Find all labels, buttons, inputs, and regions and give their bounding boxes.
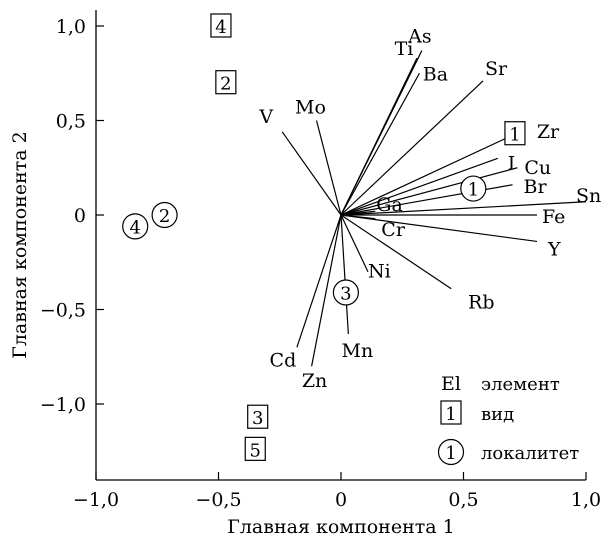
- vector-label-cd: Cd: [270, 349, 297, 371]
- vector-ni: [340, 214, 369, 272]
- legend-symbol-species: [440, 400, 462, 425]
- vector-label-ti: Ti: [395, 38, 414, 60]
- vector-label-sr: Sr: [485, 58, 508, 80]
- legend-symbol-species-text: 1: [445, 404, 456, 425]
- legend-symbol-locality-text: 1: [445, 443, 456, 464]
- vector-cd: [296, 214, 342, 348]
- vector-label-mo: Mo: [295, 97, 326, 119]
- locality-label: 3: [340, 283, 351, 304]
- axes: −1,0 −0,5 0 0,5 1,0 1,0 0,5 0 −0,5 −1,0: [40, 10, 601, 511]
- locality-label: 2: [159, 206, 170, 227]
- vector-label-mn: Mn: [341, 340, 373, 362]
- y-tick-label: −0,5: [40, 300, 86, 322]
- species-label: 1: [509, 125, 520, 146]
- locality-circle: [122, 213, 149, 240]
- species-box: [504, 121, 526, 146]
- locality-label: 1: [468, 180, 479, 201]
- vector-mo: [315, 120, 342, 216]
- vector-ti: [340, 57, 418, 216]
- vector-label-cu: Cu: [524, 157, 551, 179]
- vector-i: [340, 157, 499, 216]
- y-tick-label: 0: [74, 205, 86, 227]
- vector-ga: [340, 210, 376, 216]
- vector-sn: [340, 201, 587, 216]
- locality-label: 4: [129, 217, 140, 238]
- vector-label-ba: Ba: [423, 63, 448, 85]
- vector-zn: [311, 214, 342, 367]
- x-tick-label: 0,5: [448, 489, 478, 511]
- species-label: 3: [252, 408, 263, 429]
- species-label: 2: [220, 74, 231, 95]
- x-tick-label: −1,0: [73, 489, 119, 511]
- x-tick-label: −0,5: [195, 489, 241, 511]
- vector-label-i: I: [508, 152, 516, 174]
- vector-v: [281, 131, 342, 216]
- vector-cu: [340, 167, 518, 216]
- vector-label-as: As: [407, 26, 431, 48]
- legend-label: элемент: [481, 374, 560, 395]
- vector-rb: [340, 214, 452, 290]
- y-tick-label: −1,0: [40, 394, 86, 416]
- vector-label-v: V: [258, 106, 273, 128]
- y-axis-label: Главная компонента 2: [9, 131, 31, 358]
- species-label: 4: [215, 17, 226, 38]
- vector-label-ni: Ni: [368, 261, 391, 283]
- vector-label-y: Y: [547, 238, 561, 260]
- vector-ba: [340, 72, 420, 216]
- vector-label-cr: Cr: [381, 219, 406, 241]
- x-tick-label: 1,0: [571, 489, 601, 511]
- locality-circle: [151, 201, 178, 229]
- locality-circle: [332, 279, 359, 306]
- x-axis-label: Главная компонента 1: [227, 516, 454, 538]
- vector-label-rb: Rb: [468, 292, 494, 314]
- species-box: [215, 70, 237, 95]
- legend-symbol-element: El: [441, 373, 461, 395]
- species-box: [247, 404, 269, 429]
- legend-symbol-locality: [437, 438, 465, 466]
- vector-label-ga: Ga: [376, 194, 403, 216]
- vector-label-zn: Zn: [302, 370, 327, 392]
- locality-circle: [460, 175, 487, 202]
- species-box: [244, 436, 266, 461]
- vector-label-sn: Sn: [576, 185, 601, 207]
- vector-label-fe: Fe: [542, 206, 565, 228]
- vector-mn: [340, 214, 349, 335]
- species-label: 5: [250, 440, 261, 461]
- y-tick-label: 0,5: [56, 111, 86, 133]
- vector-sr: [340, 80, 484, 216]
- x-tick-label: 0: [335, 489, 347, 511]
- species-box: [210, 13, 232, 38]
- vector-zr: [340, 131, 521, 216]
- vector-label-br: Br: [524, 176, 548, 198]
- legend-label: локалитет: [481, 443, 579, 464]
- legend-label: вид: [481, 404, 514, 425]
- y-tick-label: 1,0: [56, 16, 86, 38]
- vector-y: [340, 214, 538, 243]
- legend: El элемент 1 вид 1 локалитет: [437, 373, 579, 466]
- vector-label-zr: Zr: [537, 121, 560, 143]
